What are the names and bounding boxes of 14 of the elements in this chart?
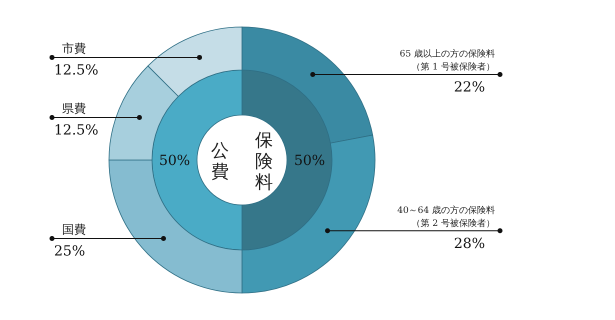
slice-label: 公費 — [211, 140, 229, 182]
data-label: 50% — [158, 153, 190, 169]
data-label: 50% — [294, 153, 326, 169]
data-label: 12.5% — [54, 62, 98, 78]
slice-label: 保険料 — [255, 130, 273, 193]
data-label: 22% — [454, 79, 485, 96]
slice-label: 県費 — [62, 102, 86, 116]
data-label: 25% — [54, 243, 86, 260]
data-label: 28% — [454, 236, 485, 252]
data-label: 12.5% — [54, 122, 98, 139]
slice-label: 国費 — [62, 222, 86, 236]
slice-label: 40～64 歳の方の保険料（第 2 号被保険者） — [397, 204, 495, 229]
slice-label: 市費 — [62, 41, 86, 56]
slice-label: 65 歳以上の方の保険料（第 1 号被保険者） — [400, 48, 495, 72]
